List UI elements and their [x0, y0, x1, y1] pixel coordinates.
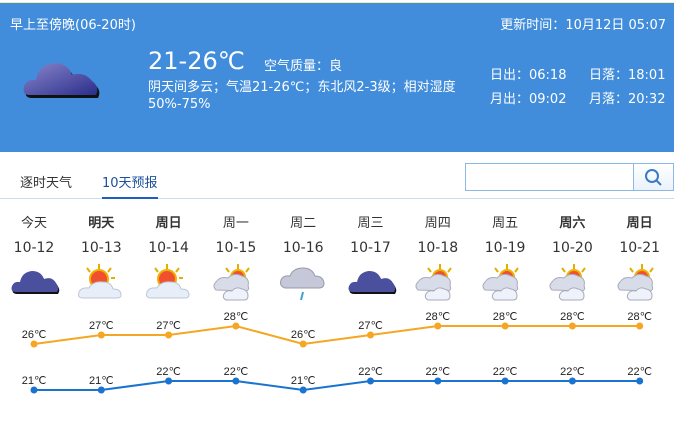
high-temp-label: 27℃	[89, 320, 114, 332]
partly-cloudy-icon	[549, 264, 587, 301]
overcast-icon	[348, 271, 396, 294]
high-temp-label: 28℃	[560, 311, 585, 323]
sunny-cloudy-icon	[78, 264, 122, 299]
high-temp-point	[367, 331, 374, 339]
search-input[interactable]	[465, 163, 633, 191]
forecast-day: 周日	[626, 216, 653, 231]
moonset: 月落：20:32	[589, 92, 666, 107]
period-label: 早上至傍晚(06-20时)	[10, 18, 136, 33]
low-temp-point	[636, 377, 644, 385]
high-temp-point	[434, 322, 442, 330]
air-quality-label: 空气质量：	[264, 59, 330, 74]
sunrise: 日出：06:18	[490, 68, 567, 83]
weather-description: 阴天间多云；气温21-26℃；东北风2-3级；相对湿度50%-75%	[148, 80, 456, 112]
high-temp-label: 28℃	[627, 311, 652, 323]
high-temp-label: 27℃	[156, 320, 181, 332]
high-temp-point	[232, 322, 240, 330]
high-temp-label: 26℃	[291, 329, 316, 341]
high-temp-label: 28℃	[493, 311, 518, 323]
shower-icon	[280, 267, 325, 301]
high-temp-point	[165, 331, 173, 339]
low-temp-point	[97, 386, 105, 394]
low-temp-point	[434, 377, 442, 385]
partly-cloudy-icon	[617, 264, 654, 301]
current-weather-panel: 早上至傍晚(06-20时) 更新时间：10月12日 05:07 21-26℃ 空…	[0, 2, 674, 152]
tab-10-day[interactable]: 10天预报	[102, 172, 158, 199]
forecast-day: 周五	[492, 216, 519, 231]
partly-cloudy-icon	[213, 264, 250, 301]
air-quality-value: 良	[329, 59, 343, 74]
low-temp-label: 22℃	[224, 366, 249, 378]
low-temp-label: 21℃	[89, 375, 114, 387]
high-temp-label: 26℃	[22, 329, 47, 341]
low-temp-point	[501, 377, 509, 385]
forecast-date: 10-12	[13, 240, 55, 256]
low-temp-point	[367, 377, 374, 385]
forecast-date: 10-14	[148, 240, 189, 256]
update-time: 更新时间：10月12日 05:07	[500, 14, 666, 33]
forecast-date: 10-21	[619, 240, 661, 256]
high-temp-line	[33, 324, 640, 346]
overcast-icon	[11, 271, 60, 294]
forecast-day: 今天	[20, 216, 47, 231]
forecast-day: 周六	[559, 216, 586, 231]
forecast-date: 10-18	[417, 240, 459, 256]
forecast-date: 10-15	[215, 240, 257, 256]
tab-hourly[interactable]: 逐时天气	[20, 176, 73, 191]
high-temp-label: 28℃	[224, 311, 249, 323]
low-temp-label: 22℃	[426, 366, 451, 378]
low-temp-label: 22℃	[627, 366, 652, 378]
air-quality: 空气质量：良	[264, 55, 342, 74]
high-temp-point	[30, 340, 38, 348]
forecast-date: 10-13	[80, 240, 122, 256]
forecast-day: 周一	[222, 216, 249, 231]
low-temp-point	[299, 386, 307, 394]
forecast-day: 周三	[357, 216, 384, 231]
low-temp-point	[165, 377, 173, 385]
moonrise: 月出：09:02	[490, 92, 567, 107]
forecast-day: 周二	[290, 216, 317, 231]
low-temp-label: 22℃	[493, 366, 518, 378]
search-icon	[645, 169, 662, 186]
tab-bar: 逐时天气 10天预报	[0, 152, 674, 199]
low-temp-label: 21℃	[22, 375, 47, 387]
temperature-chart: 26℃ 27℃ 27℃ 28℃ 26℃ 27℃ 28℃ 28℃ 28℃ 28℃ 21℃ 21℃ 22℃ 2…	[22, 311, 652, 394]
low-temp-label: 22℃	[358, 366, 383, 378]
search-button[interactable]	[633, 163, 674, 191]
overcast-cloud-icon	[23, 63, 100, 98]
high-temp-point	[97, 331, 105, 339]
high-temp-point	[636, 322, 644, 330]
update-value: 10月12日 05:07	[565, 18, 666, 33]
high-temp-label: 27℃	[358, 320, 383, 332]
temp-range: 21-26℃	[148, 47, 245, 75]
low-temp-line	[34, 380, 640, 392]
forecast-day: 周日	[155, 216, 182, 231]
partly-cloudy-icon	[415, 264, 452, 301]
low-temp-label: 22℃	[560, 366, 585, 378]
low-temp-point	[232, 377, 240, 385]
update-label: 更新时间：	[500, 18, 566, 33]
low-temp-point	[30, 386, 38, 394]
forecast-date: 10-17	[350, 240, 391, 256]
forecast-date: 10-19	[484, 240, 526, 256]
partly-cloudy-icon	[482, 264, 519, 301]
sunset: 日落：18:01	[589, 68, 666, 83]
high-temp-label: 28℃	[426, 311, 451, 323]
sunny-cloudy-icon	[145, 264, 190, 299]
forecast-date: 10-20	[552, 240, 593, 256]
forecast-date: 10-16	[282, 240, 324, 256]
high-temp-point	[501, 322, 509, 330]
forecast-day: 明天	[88, 216, 115, 231]
high-temp-point	[299, 340, 307, 348]
forecast-day: 周四	[424, 216, 451, 231]
high-temp-point	[568, 322, 576, 330]
low-temp-label: 22℃	[156, 366, 181, 378]
low-temp-label: 21℃	[291, 375, 316, 387]
low-temp-point	[568, 377, 576, 385]
